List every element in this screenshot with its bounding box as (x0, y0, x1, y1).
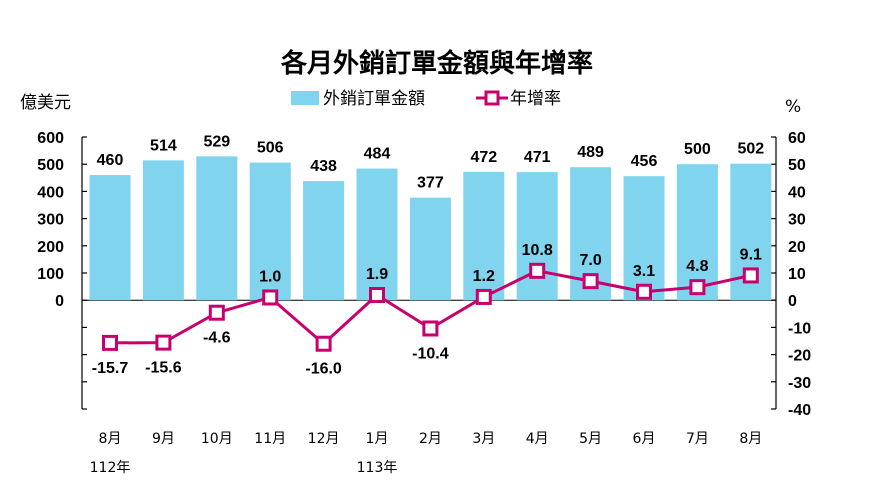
line-value-label: 1.9 (366, 266, 388, 283)
bar-value-label: 502 (737, 141, 764, 158)
category-label: 2月 (419, 431, 442, 447)
right-axis-tick-label: 40 (788, 184, 806, 201)
right-axis-tick-label: -20 (788, 348, 811, 365)
right-axis-tick-label: 50 (788, 157, 806, 174)
bar (623, 176, 665, 301)
bar-value-labels: 460 514 529 506 438 484 377 472 471 489 456 500 502 (97, 133, 765, 191)
right-axis-tick-label: -40 (788, 402, 811, 419)
bar-value-label: 471 (524, 149, 551, 166)
bar (249, 162, 291, 301)
category-labels: 8月 9月 10月 11月 12月 1月 2月 3月 4月 5月 6月 7月 8月 (99, 431, 763, 447)
line-value-label: 1.2 (473, 268, 495, 285)
line-series (102, 262, 759, 352)
legend-bar-label: 外銷訂單金額 (323, 89, 425, 109)
line-point (582, 273, 599, 290)
right-axis-tick-label: 20 (788, 239, 806, 256)
legend-line-label: 年增率 (510, 89, 561, 109)
category-label: 11月 (254, 431, 286, 447)
y-right-axis-label: % (785, 97, 801, 117)
line-value-label: -10.4 (412, 345, 449, 362)
legend-bar-swatch (291, 91, 319, 105)
bar-value-label: 377 (417, 175, 444, 192)
right-axis-tick-label: 0 (788, 293, 797, 310)
right-axis-tick-label: 60 (788, 130, 806, 147)
category-label: 7月 (686, 431, 709, 447)
line-point (155, 334, 172, 351)
year-label: 113年 (357, 460, 398, 476)
category-label: 10月 (201, 431, 233, 447)
left-axis-tick-label: 0 (55, 293, 64, 310)
line-point (689, 279, 706, 296)
category-label: 8月 (739, 431, 762, 447)
year-label: 112年 (90, 460, 131, 476)
bar-value-label: 456 (631, 153, 658, 170)
category-label: 6月 (633, 431, 656, 447)
bar-value-label: 489 (577, 144, 604, 161)
line-value-label: -4.6 (203, 330, 231, 347)
line-value-labels: -15.7 -15.6 -4.6 1.0 -16.0 1.9 -10.4 1.2 10.8 7.0… (92, 242, 762, 378)
line-point (315, 335, 332, 352)
bar (356, 168, 398, 301)
category-label: 5月 (579, 431, 602, 447)
bar-value-label: 529 (203, 133, 230, 150)
category-label: 8月 (99, 431, 122, 447)
bar (196, 156, 238, 301)
category-label: 3月 (472, 431, 495, 447)
line-point (208, 304, 225, 321)
bar (303, 181, 345, 301)
bar (89, 175, 131, 301)
line-value-label: 1.0 (259, 268, 281, 285)
bar-series (89, 156, 772, 301)
chart-title: 各月外銷訂單金額與年增率 (280, 48, 593, 79)
bar (463, 171, 505, 301)
bar (516, 172, 558, 301)
line-point (262, 289, 279, 306)
line-point (636, 283, 652, 300)
right-axis-tick-label: -30 (788, 375, 811, 392)
bar-value-label: 506 (257, 140, 284, 157)
line-value-label: 4.8 (686, 258, 708, 275)
year-labels: 112年 113年 (90, 460, 398, 476)
left-axis-tick-label: 500 (37, 157, 64, 174)
bar-value-label: 472 (470, 149, 497, 166)
bar-value-label: 460 (97, 152, 124, 169)
bar-value-label: 438 (310, 158, 337, 175)
bar-value-label: 500 (684, 141, 711, 158)
line-value-label: -15.7 (92, 360, 129, 377)
bar (676, 164, 718, 301)
line-point (102, 334, 118, 351)
line-value-label: 10.8 (522, 242, 553, 259)
legend-line-marker (484, 90, 500, 106)
line-point (475, 288, 492, 305)
left-axis-tick-label: 300 (37, 212, 64, 229)
right-axis-tick-label: -10 (788, 320, 811, 337)
line-value-label: 9.1 (740, 246, 762, 263)
line-value-label: -15.6 (145, 360, 182, 377)
line-value-label: 3.1 (633, 263, 655, 280)
category-label: 9月 (152, 431, 175, 447)
category-label: 4月 (526, 431, 549, 447)
category-label: 1月 (366, 431, 389, 447)
left-axis-tick-label: 100 (37, 266, 64, 283)
left-axis-tick-label: 400 (37, 184, 64, 201)
line-point (369, 287, 385, 304)
left-axis-tick-label: 200 (37, 239, 64, 256)
bar (142, 160, 184, 301)
category-label: 12月 (308, 431, 340, 447)
right-axis-tick-label: 10 (788, 266, 806, 283)
bar-value-label: 484 (364, 146, 391, 163)
line-value-label: -16.0 (305, 361, 342, 378)
line-point (529, 262, 546, 279)
line-value-label: 7.0 (579, 252, 601, 269)
legend: 外銷訂單金額 年增率 (291, 89, 561, 109)
left-axis-tick-label: 600 (37, 130, 64, 147)
right-axis: 60 50 40 30 20 10 0 -10 -20 -30 -40 (771, 130, 811, 419)
line-point (742, 267, 759, 284)
right-axis-tick-label: 30 (788, 212, 806, 229)
bar (409, 197, 451, 301)
bar-value-label: 514 (150, 137, 177, 154)
y-left-axis-label: 億美元 (20, 93, 71, 113)
line-point (422, 320, 439, 337)
